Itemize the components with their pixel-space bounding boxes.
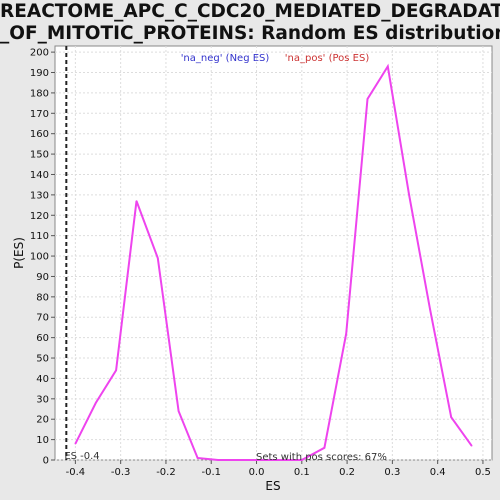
x-tick-label: 0.5 [475, 467, 491, 478]
y-tick-label: 140 [30, 170, 49, 181]
y-tick-label: 130 [30, 190, 49, 201]
chart-title-line-1: REACTOME_APC_C_CDC20_MEDIATED_DEGRADATIO… [0, 1, 500, 22]
y-tick-label: 190 [30, 68, 49, 79]
data-point [257, 459, 260, 461]
pos-scores-annotation: Sets with pos scores: 67% [256, 452, 387, 463]
x-tick-label: -0.3 [111, 467, 131, 478]
x-tick-label: 0.3 [384, 467, 400, 478]
y-tick-label: 150 [30, 150, 49, 161]
x-tick-label: -0.4 [66, 467, 86, 478]
y-tick-label: 60 [36, 333, 49, 344]
x-tick-label: 0.2 [339, 467, 355, 478]
data-point [450, 416, 453, 418]
y-tick-label: 70 [36, 313, 49, 324]
y-tick-label: 100 [30, 252, 49, 263]
x-axis: -0.4 -0.3 -0.2 -0.1 0.0 0.1 0.2 0.3 0.4 0.5 [66, 460, 491, 478]
data-point [217, 459, 219, 461]
legend-item: 'na_pos' (Pos ES) [285, 53, 370, 64]
y-tick-label: 160 [30, 129, 49, 140]
data-point [323, 446, 326, 449]
x-tick-label: 0.1 [294, 467, 310, 478]
y-tick-label: 110 [30, 231, 49, 242]
chart-title-line-2: _OF_MITOTIC_PROTEINS: Random ES distribu… [0, 23, 500, 44]
y-tick-label: 30 [36, 394, 49, 405]
data-point [429, 308, 431, 310]
y-tick-label: 200 [30, 48, 49, 59]
y-tick-label: 10 [36, 435, 49, 446]
data-point [115, 369, 117, 372]
data-point [366, 98, 369, 100]
y-tick-label: 170 [30, 109, 49, 120]
legend: 'na_neg' (Neg ES) 'na_pos' (Pos ES) [181, 53, 370, 64]
y-tick-label: 90 [36, 272, 49, 283]
y-tick-label: 80 [36, 292, 49, 303]
data-point [94, 402, 97, 404]
y-axis: 0 10 20 30 40 50 60 70 80 90 100 110 120 130 140 150 160… [30, 48, 55, 467]
data-point [470, 444, 473, 447]
y-tick-label: 180 [30, 88, 49, 99]
es-marker-label: ES -0.4 [64, 451, 99, 462]
data-point [301, 459, 303, 461]
data-point [237, 459, 240, 461]
grid [55, 46, 492, 461]
es-marker: ES -0.4 [64, 46, 100, 462]
y-tick-label: 20 [36, 415, 49, 426]
chart-title: REACTOME_APC_C_CDC20_MEDIATED_DEGRADATIO… [0, 1, 500, 45]
data-point [74, 442, 77, 445]
legend-item: 'na_neg' (Neg ES) [181, 53, 270, 64]
y-tick-label: 50 [36, 354, 49, 365]
data-point [177, 410, 180, 412]
data-point [387, 65, 389, 68]
y-tick-label: 120 [30, 211, 49, 222]
x-tick-label: -0.1 [201, 467, 221, 478]
y-tick-label: 0 [43, 456, 49, 467]
x-tick-label: 0.0 [249, 467, 265, 478]
x-tick-label: 0.4 [430, 467, 446, 478]
data-point [156, 257, 159, 259]
data-point [408, 194, 410, 196]
x-tick-label: -0.2 [156, 467, 176, 478]
plot-background [54, 45, 493, 461]
data-point [135, 200, 138, 202]
x-axis-label: ES [265, 479, 280, 493]
data-point [278, 459, 280, 461]
data-point [196, 457, 199, 459]
y-tick-label: 40 [36, 374, 49, 385]
series-group [74, 63, 473, 461]
es-distribution-line [74, 63, 473, 461]
y-axis-label: P(ES) [12, 237, 26, 269]
data-point [345, 332, 347, 335]
